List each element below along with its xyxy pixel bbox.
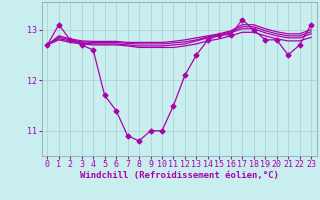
X-axis label: Windchill (Refroidissement éolien,°C): Windchill (Refroidissement éolien,°C): [80, 171, 279, 180]
